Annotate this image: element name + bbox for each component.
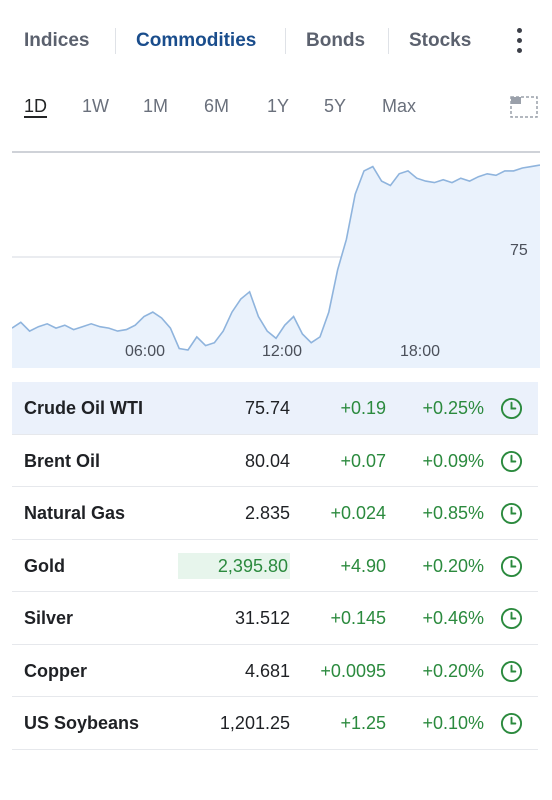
tab-commodities[interactable]: Commodities xyxy=(136,30,257,51)
x-tick-label-1800: 18:00 xyxy=(400,343,441,360)
category-tabs: Indices Commodities Bonds Stocks xyxy=(0,0,552,82)
tab-divider xyxy=(388,28,389,54)
clock-icon xyxy=(500,555,523,577)
clock-icon xyxy=(500,502,523,525)
change: +1.25 xyxy=(340,713,386,733)
more-options-icon[interactable] xyxy=(512,27,526,55)
x-tick-label-0600: 06:00 xyxy=(125,343,166,360)
tab-divider xyxy=(285,28,286,54)
range-6m[interactable]: 6M xyxy=(204,96,230,116)
instrument-name: Gold xyxy=(24,555,65,576)
last-price: 1,201.25 xyxy=(219,713,290,733)
range-5y[interactable]: 5Y xyxy=(324,96,347,116)
change: +0.0095 xyxy=(320,660,386,681)
tab-divider xyxy=(115,28,116,54)
clock-icon xyxy=(500,450,523,472)
range-1w[interactable]: 1W xyxy=(82,96,109,116)
range-1d[interactable]: 1D xyxy=(24,96,48,116)
instrument-name: Crude Oil WTI xyxy=(24,398,143,418)
clock-icon xyxy=(500,397,523,420)
instrument-name: Copper xyxy=(24,660,87,681)
tab-bonds[interactable]: Bonds xyxy=(306,30,366,51)
change-percent: +0.85% xyxy=(422,503,484,523)
change-percent: +0.10% xyxy=(422,713,484,733)
chart-type-icon[interactable] xyxy=(509,95,539,119)
change-percent: +0.20% xyxy=(422,660,484,681)
last-price: 2.835 xyxy=(244,503,290,523)
instrument-name: Silver xyxy=(24,608,74,628)
change: +4.90 xyxy=(340,555,386,576)
change-percent: +0.09% xyxy=(422,450,484,471)
last-price: 4.681 xyxy=(244,660,290,681)
last-price: 80.04 xyxy=(244,450,290,471)
price-line xyxy=(12,164,540,351)
price-chart xyxy=(12,150,540,368)
x-tick-label-1200: 12:00 xyxy=(262,343,303,360)
range-max[interactable]: Max xyxy=(382,96,417,116)
commodities-table: Crude Oil WTI 75.74 +0.19 +0.25% Brent O… xyxy=(12,382,538,750)
change-percent: +0.25% xyxy=(422,398,484,418)
table-row[interactable]: Silver 31.512 +0.145 +0.46% xyxy=(12,592,538,645)
tab-indices[interactable]: Indices xyxy=(24,30,90,51)
range-tabs: 1D 1W 1M 6M 1Y 5Y Max xyxy=(0,82,552,132)
change: +0.024 xyxy=(330,503,386,523)
instrument-name: Natural Gas xyxy=(24,503,126,523)
last-price: 75.74 xyxy=(244,398,290,418)
change: +0.145 xyxy=(330,608,386,628)
change: +0.07 xyxy=(340,450,386,471)
instrument-name: Brent Oil xyxy=(24,450,101,471)
last-price: 2,395.80 xyxy=(177,552,290,579)
table-row[interactable]: Copper 4.681 +0.0095 +0.20% xyxy=(12,645,538,697)
range-1m[interactable]: 1M xyxy=(143,96,169,116)
change-percent: +0.20% xyxy=(422,555,484,576)
tab-stocks[interactable]: Stocks xyxy=(409,30,472,51)
change: +0.19 xyxy=(340,398,386,418)
instrument-name: US Soybeans xyxy=(24,713,140,733)
clock-icon xyxy=(500,607,523,630)
clock-icon xyxy=(500,660,523,682)
y-tick-label: 75 xyxy=(510,242,528,259)
table-row[interactable]: Brent Oil 80.04 +0.07 +0.09% xyxy=(12,435,538,487)
table-row[interactable]: Crude Oil WTI 75.74 +0.19 +0.25% xyxy=(12,382,538,435)
last-price: 31.512 xyxy=(234,608,290,628)
range-1y[interactable]: 1Y xyxy=(267,96,290,116)
table-row[interactable]: Gold 2,395.80 +4.90 +0.20% xyxy=(12,540,538,592)
clock-icon xyxy=(500,712,523,735)
chart-svg xyxy=(12,151,540,368)
table-row[interactable]: US Soybeans 1,201.25 +1.25 +0.10% xyxy=(12,697,538,750)
change-percent: +0.46% xyxy=(422,608,484,628)
table-row[interactable]: Natural Gas 2.835 +0.024 +0.85% xyxy=(12,487,538,540)
